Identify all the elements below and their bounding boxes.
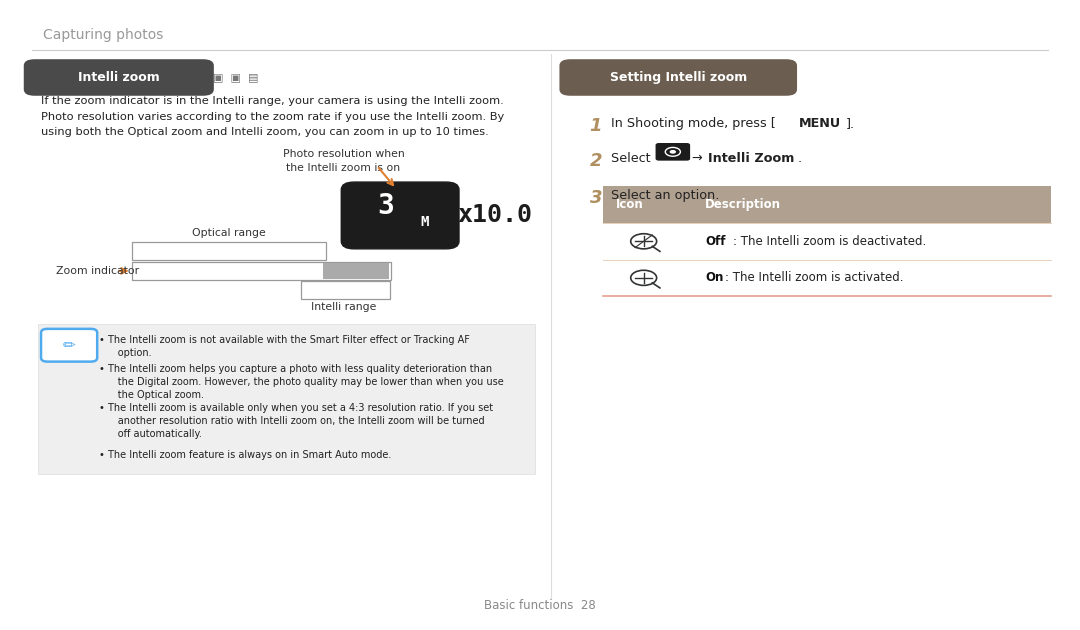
Text: Intelli range: Intelli range — [311, 302, 376, 312]
Text: Off: Off — [705, 235, 726, 248]
Text: Select: Select — [611, 152, 654, 166]
Text: .: . — [798, 152, 802, 166]
Text: Optical range: Optical range — [192, 228, 266, 238]
Text: ▣  ▣  ▤: ▣ ▣ ▤ — [213, 72, 258, 83]
Bar — [323, 263, 389, 279]
Bar — [603, 223, 1051, 260]
Text: • The Intelli zoom is available only when you set a 4:3 resolution ratio. If you: • The Intelli zoom is available only whe… — [99, 403, 494, 439]
Text: 1: 1 — [590, 117, 603, 135]
Text: : The Intelli zoom is activated.: : The Intelli zoom is activated. — [725, 272, 903, 284]
FancyBboxPatch shape — [656, 143, 690, 161]
FancyBboxPatch shape — [341, 182, 459, 249]
Bar — [132, 262, 391, 280]
Text: 3: 3 — [377, 192, 394, 220]
Text: Intelli Zoom: Intelli Zoom — [708, 152, 795, 166]
Text: Basic functions  28: Basic functions 28 — [484, 599, 596, 612]
Text: If the zoom indicator is in the Intelli range, your camera is using the Intelli : If the zoom indicator is in the Intelli … — [41, 96, 503, 106]
Bar — [603, 260, 1051, 296]
Circle shape — [670, 150, 676, 154]
Text: Photo resolution when
the Intelli zoom is on: Photo resolution when the Intelli zoom i… — [283, 149, 404, 173]
Text: ].: ]. — [846, 117, 854, 130]
Bar — [301, 281, 390, 299]
Text: →: → — [692, 152, 707, 166]
Text: • The Intelli zoom is not available with the Smart Filter effect or Tracking AF
: • The Intelli zoom is not available with… — [99, 335, 470, 358]
Text: 2: 2 — [590, 152, 603, 171]
Text: Intelli zoom: Intelli zoom — [78, 71, 160, 84]
Text: ✏: ✏ — [63, 338, 76, 353]
Text: • The Intelli zoom feature is always on in Smart Auto mode.: • The Intelli zoom feature is always on … — [99, 450, 392, 460]
Text: x10.0: x10.0 — [457, 203, 531, 227]
Text: On: On — [705, 272, 724, 284]
Bar — [132, 242, 326, 260]
Text: • The Intelli zoom helps you capture a photo with less quality deterioration tha: • The Intelli zoom helps you capture a p… — [99, 364, 504, 400]
FancyBboxPatch shape — [24, 59, 214, 96]
Bar — [38, 324, 535, 474]
Text: Select an option.: Select an option. — [611, 189, 719, 202]
Text: Setting Intelli zoom: Setting Intelli zoom — [609, 71, 747, 84]
Text: Capturing photos: Capturing photos — [43, 28, 163, 42]
Text: M: M — [420, 215, 429, 229]
FancyBboxPatch shape — [41, 329, 97, 362]
Text: 3: 3 — [590, 189, 603, 207]
Text: MENU: MENU — [799, 117, 841, 130]
Text: using both the Optical zoom and Intelli zoom, you can zoom in up to 10 times.: using both the Optical zoom and Intelli … — [41, 127, 489, 137]
FancyBboxPatch shape — [559, 59, 797, 96]
Bar — [603, 186, 1051, 223]
Text: Zoom indicator: Zoom indicator — [56, 266, 139, 276]
Text: Icon: Icon — [616, 198, 644, 211]
Text: Photo resolution varies according to the zoom rate if you use the Intelli zoom. : Photo resolution varies according to the… — [41, 112, 504, 122]
Text: : The Intelli zoom is deactivated.: : The Intelli zoom is deactivated. — [733, 235, 927, 248]
Text: In Shooting mode, press [: In Shooting mode, press [ — [611, 117, 777, 130]
Text: Description: Description — [705, 198, 781, 211]
